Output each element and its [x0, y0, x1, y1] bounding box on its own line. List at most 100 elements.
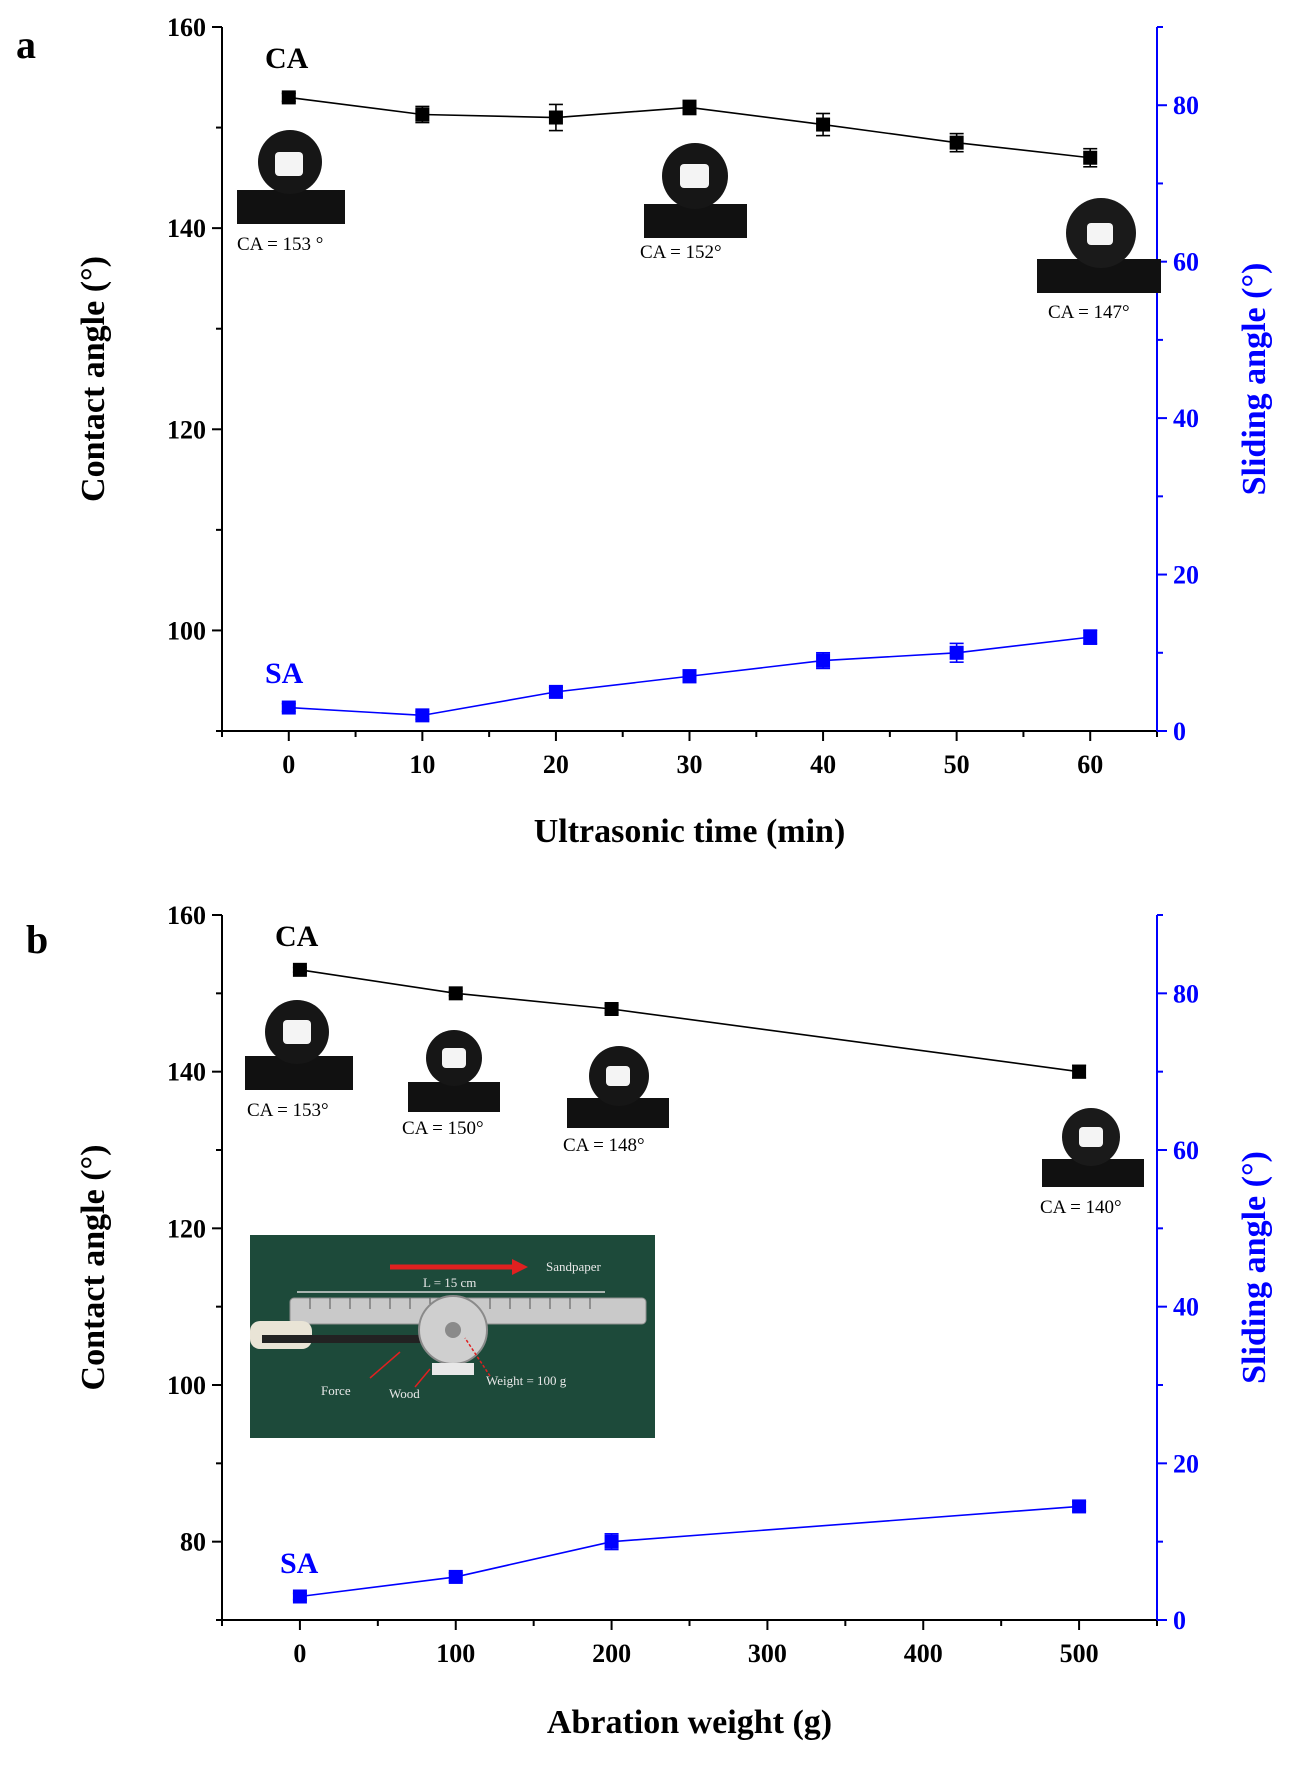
data-point: [949, 645, 964, 660]
x-tick-label: 100: [436, 1639, 475, 1668]
photo-label-weight: Weight = 100 g: [486, 1373, 567, 1388]
wood-sample: [432, 1363, 474, 1375]
drop-caption: CA = 148°: [563, 1135, 645, 1156]
y2-tick-label: 80: [1173, 979, 1199, 1008]
drop-insets-b: CA = 153° CA = 150° CA = 148° CA = 140°: [245, 1000, 1144, 1218]
data-point: [292, 962, 307, 977]
series-label: CA: [275, 920, 319, 953]
series-sa: SA: [265, 629, 1098, 723]
axes-b: 0 100 200 300 400 500 80 100 120 140 160 0 20 40 60 80 A…: [75, 901, 1273, 1741]
x-tick-label: 0: [282, 750, 295, 779]
x-tick-label: 20: [543, 750, 569, 779]
series-line: [299, 1505, 1080, 1598]
data-point: [604, 1002, 619, 1016]
y-tick-label: 100: [167, 1371, 206, 1400]
y-tick-label: 120: [167, 415, 206, 444]
drop-caption: CA = 147°: [1048, 302, 1130, 323]
data-point: [682, 669, 697, 684]
series-ca: CA: [265, 42, 1098, 168]
x-tick-label: 500: [1060, 1639, 1099, 1668]
x-tick-label: 200: [592, 1639, 631, 1668]
water-drop-image: [408, 1030, 500, 1112]
y-axis-title: Contact angle (°): [75, 256, 112, 502]
drop-caption: CA = 140°: [1040, 1197, 1122, 1218]
data-point: [281, 90, 296, 105]
y-tick-label: 140: [167, 214, 206, 243]
data-point: [816, 117, 831, 132]
data-point: [548, 684, 563, 699]
series-label: SA: [265, 657, 304, 690]
photo-label-length: L = 15 cm: [423, 1275, 476, 1290]
arrow-head-icon: [512, 1259, 528, 1275]
y2-tick-label: 20: [1173, 561, 1199, 590]
photo-label-force: Force: [321, 1383, 351, 1398]
data-point: [281, 700, 296, 715]
drop-insets-a: CA = 153 ° CA = 152° CA = 147°: [237, 130, 1161, 323]
data-point: [415, 708, 430, 723]
drop-caption: CA = 153°: [247, 1100, 329, 1121]
force-pointer: [369, 1351, 401, 1379]
tweezers: [262, 1335, 452, 1343]
y2-tick-label: 0: [1173, 1606, 1186, 1635]
water-drop-image: [1042, 1108, 1144, 1187]
data-point: [415, 107, 430, 122]
panel-letter-a: a: [16, 22, 36, 67]
x-tick-label: 400: [904, 1639, 943, 1668]
data-point: [448, 986, 463, 1001]
wood-pointer: [414, 1368, 431, 1388]
data-point: [816, 653, 831, 668]
photo-label-wood: Wood: [389, 1386, 420, 1401]
panel-a: a 0 10 20 30 40 50 60 100 120 140 160 0 20 40 60 80 Ultr…: [16, 13, 1273, 850]
water-drop-image: [644, 143, 747, 238]
data-point: [604, 1534, 619, 1549]
drop-caption: CA = 152°: [640, 242, 722, 263]
data-point: [1072, 1499, 1087, 1514]
y2-tick-label: 60: [1173, 248, 1199, 277]
data-point: [1072, 1064, 1087, 1079]
y2-tick-label: 0: [1173, 717, 1186, 746]
data-point: [548, 110, 563, 125]
weight-pointer: [464, 1337, 491, 1377]
series-sa: SA: [280, 1499, 1087, 1604]
x-tick-label: 300: [748, 1639, 787, 1668]
weight-center: [445, 1322, 461, 1338]
series-label: CA: [265, 42, 309, 75]
x-tick-label: 60: [1077, 750, 1103, 779]
panel-letter-b: b: [26, 917, 48, 962]
x-tick-label: 10: [409, 750, 435, 779]
y2-tick-label: 80: [1173, 91, 1199, 120]
abrasion-setup-photo: Sandpaper L = 15 cm Force Wood Weight = …: [250, 1235, 655, 1438]
series-ca: CA: [275, 920, 1087, 1079]
data-point: [949, 135, 964, 150]
y-tick-label: 100: [167, 616, 206, 645]
series-label: SA: [280, 1547, 319, 1580]
y2-axis-title: Sliding angle (°): [1236, 1151, 1273, 1384]
y-tick-label: 160: [167, 901, 206, 930]
data-point: [1083, 630, 1098, 645]
series-line: [299, 969, 1080, 1073]
drop-caption: CA = 153 °: [237, 234, 323, 255]
x-axis-title: Ultrasonic time (min): [534, 813, 846, 850]
x-tick-label: 50: [944, 750, 970, 779]
y2-tick-label: 40: [1173, 1293, 1199, 1322]
water-drop-image: [567, 1046, 669, 1128]
y-tick-label: 140: [167, 1058, 206, 1087]
y-tick-label: 80: [180, 1528, 206, 1557]
y2-tick-label: 60: [1173, 1136, 1199, 1165]
axes-a: 0 10 20 30 40 50 60 100 120 140 160 0 20 40 60 80 Ultras…: [75, 13, 1273, 850]
panel-b: b 0 100 200 300 400 500 80 100 120 140 160 0 20 40 60 8…: [26, 901, 1273, 1741]
y2-tick-label: 40: [1173, 404, 1199, 433]
x-tick-label: 0: [293, 1639, 306, 1668]
data-point: [448, 1569, 463, 1584]
water-drop-image: [237, 130, 345, 224]
y-tick-label: 120: [167, 1214, 206, 1243]
photo-label-sandpaper: Sandpaper: [546, 1259, 602, 1274]
data-point: [682, 100, 697, 115]
y-tick-label: 160: [167, 13, 206, 42]
x-axis-title: Abration weight (g): [547, 1704, 832, 1741]
y2-axis-title: Sliding angle (°): [1236, 263, 1273, 496]
water-drop-image: [1037, 198, 1161, 293]
x-tick-label: 40: [810, 750, 836, 779]
water-drop-image: [245, 1000, 353, 1090]
